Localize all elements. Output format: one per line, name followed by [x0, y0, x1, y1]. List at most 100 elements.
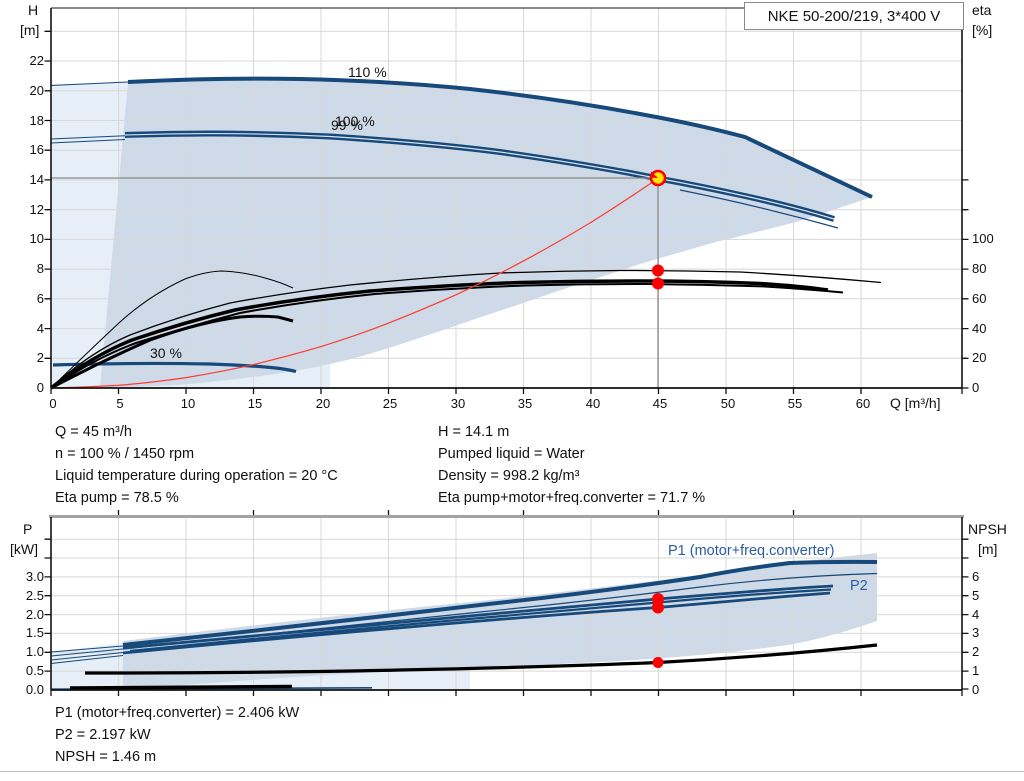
h-tick-label: 12 — [29, 202, 44, 217]
info-head: H = 14.1 m — [438, 424, 510, 440]
info-temperature: Liquid temperature during operation = 20… — [55, 468, 338, 484]
h-tick-label: 6 — [36, 291, 44, 306]
h-tick-label: 8 — [36, 261, 44, 276]
eta-axis-unit: [%] — [972, 22, 993, 38]
h-tick-label: 4 — [36, 321, 44, 336]
q-tick-label: 0 — [49, 396, 57, 411]
info-q: Q = 45 m³/h — [55, 424, 132, 440]
h-tick-label: 16 — [29, 142, 44, 157]
h-tick-label: 18 — [29, 113, 44, 128]
q-tick-label: 20 — [315, 396, 331, 411]
curve-30 — [52, 361, 297, 374]
speed-label-99: 99 % — [331, 117, 363, 133]
bottom-chart-shaded-bands — [51, 553, 877, 690]
info-npsh: NPSH = 1.46 m — [55, 749, 157, 765]
info-p1: P1 (motor+freq.converter) = 2.406 kW — [55, 705, 300, 721]
q-tick-label: 45 — [652, 396, 668, 411]
q-tick-label: 35 — [517, 396, 533, 411]
eta-axis-title: eta — [972, 2, 992, 18]
p2-curve-label: P2 — [850, 578, 868, 594]
speed-label-30: 30 % — [150, 345, 182, 361]
npsh-axis-unit: [m] — [978, 541, 998, 557]
eta-total-curve — [49, 279, 829, 390]
p-tick-label: 0.0 — [25, 682, 44, 697]
footer-divider — [0, 771, 1024, 772]
npsh-curve — [84, 643, 878, 675]
h-tick-label: 10 — [29, 231, 44, 246]
info-speed: n = 100 % / 1450 rpm — [55, 446, 195, 462]
duty-info-right: H = 14.1 m Pumped liquid = Water Density… — [438, 421, 705, 509]
power-duty-markers — [652, 593, 664, 668]
npsh-tick-label: 0 — [972, 682, 980, 697]
p-tick-label: 3.0 — [25, 569, 44, 584]
p-axis-unit: [kW] — [10, 541, 38, 557]
q-tick-label: 10 — [180, 396, 196, 411]
p2-100-curve — [122, 591, 831, 655]
h-tick-label: 0 — [36, 380, 44, 395]
npsh-axis-title: NPSH — [968, 521, 1007, 537]
bottom-chart-frame — [44, 510, 969, 696]
h-tick-label: 14 — [29, 172, 44, 187]
info-liquid: Pumped liquid = Water — [438, 446, 585, 462]
info-p2: P2 = 2.197 kW — [55, 727, 151, 743]
q-tick-label: 55 — [787, 396, 803, 411]
power-info: P1 (motor+freq.converter) = 2.406 kW P2 … — [55, 702, 299, 768]
eta-tick-label: 100 — [972, 231, 994, 246]
q-tick-label: 25 — [382, 396, 398, 411]
npsh-tick-label: 2 — [972, 644, 980, 659]
eta-curves-black — [49, 269, 882, 390]
p-fan-left — [50, 645, 124, 664]
system-curve — [50, 177, 659, 389]
npsh-tick-label: 5 — [972, 588, 980, 603]
p-tick-label: 0.5 — [25, 663, 44, 678]
h-tick-label: 2 — [36, 350, 44, 365]
curve-110-ext — [50, 81, 129, 87]
npsh-tick-label: 3 — [972, 625, 980, 640]
h-tick-label: 20 — [29, 83, 44, 98]
power-curves-blue — [50, 559, 878, 690]
info-density: Density = 998.2 kg/m³ — [438, 468, 580, 484]
p1-curve-label: P1 (motor+freq.converter) — [668, 543, 835, 559]
curve-100-ext — [50, 135, 126, 144]
pump-title-box: NKE 50-200/219, 3*400 V — [744, 2, 964, 30]
speed-label-110: 110 % — [348, 64, 387, 80]
p-tick-label: 1.5 — [25, 625, 44, 640]
duty-info-left: Q = 45 m³/h n = 100 % / 1450 rpm Liquid … — [55, 421, 338, 509]
npsh-tick-label: 6 — [972, 569, 980, 584]
q-tick-label: 30 — [450, 396, 466, 411]
q-axis-unit: Q [m³/h] — [890, 395, 941, 411]
p-tick-label: 2.5 — [25, 588, 44, 603]
q-tick-label: 15 — [247, 396, 263, 411]
p-tick-label: 1.0 — [25, 644, 44, 659]
top-chart-frame — [44, 7, 969, 394]
eta-tick-label: 40 — [972, 321, 987, 336]
p1-100-curve — [122, 584, 834, 650]
p-tick-label: 2.0 — [25, 607, 44, 622]
eta-low-speed-spur — [50, 314, 294, 390]
npsh-tick-label: 1 — [972, 663, 980, 678]
curve-99-tail — [679, 189, 839, 229]
info-eta-total: Eta pump+motor+freq.converter = 71.7 % — [438, 490, 706, 506]
npsh-30-stub — [69, 684, 293, 690]
p1-110-curve — [122, 559, 878, 647]
curve-100-centerline — [124, 132, 835, 220]
duty-point-marker — [649, 169, 667, 187]
npsh-tick-label: 4 — [972, 607, 980, 622]
eta-tick-label: 20 — [972, 350, 987, 365]
p-axis-title: P — [23, 521, 33, 537]
eta-duty-markers — [652, 264, 664, 290]
q-tick-label: 5 — [116, 396, 124, 411]
eta-tick-label: 80 — [972, 261, 987, 276]
speed-label-100: 100 % — [335, 113, 375, 129]
eta-half-speed-curve — [50, 270, 294, 389]
eta-tick-label: 60 — [972, 291, 987, 306]
q-tick-label: 50 — [720, 396, 736, 411]
q-tick-label: 40 — [585, 396, 601, 411]
npsh-curves-black — [69, 643, 878, 690]
pump-title: NKE 50-200/219, 3*400 V — [767, 7, 941, 25]
top-chart-shaded-bands — [51, 78, 872, 388]
h-tick-label: 22 — [29, 53, 44, 68]
h-axis-unit: [m] — [20, 22, 40, 38]
